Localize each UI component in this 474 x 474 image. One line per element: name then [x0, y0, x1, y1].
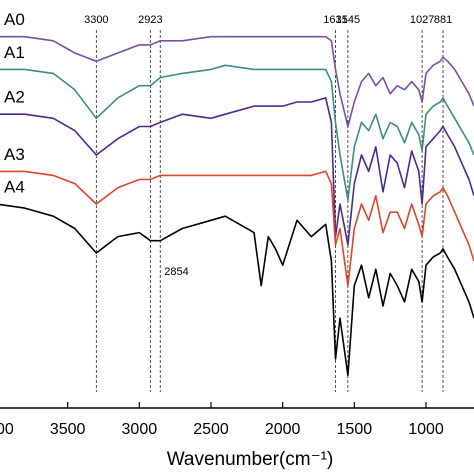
- spectrum-line: [0, 170, 474, 287]
- spectrum-line: [0, 64, 474, 201]
- x-axis-title: Wavenumber(cm⁻¹): [167, 449, 334, 470]
- series-label: A1: [4, 43, 25, 62]
- annotation-label: 1545: [336, 14, 360, 26]
- spectrum-line: [0, 97, 474, 246]
- annotation-label: 2923: [138, 14, 162, 26]
- x-tick-label: 1000: [408, 421, 444, 438]
- series-label: A2: [4, 88, 25, 107]
- x-tick-label: 3000: [122, 421, 158, 438]
- x-tick-label: 2500: [193, 421, 229, 438]
- annotation-label: 1027: [410, 14, 434, 26]
- annotation-label: 3300: [84, 14, 108, 26]
- annotation-label: 881: [434, 14, 452, 26]
- annotation-label: 2854: [164, 266, 188, 278]
- annotation-label: 1631: [323, 14, 347, 26]
- x-tick-label: 1500: [337, 421, 373, 438]
- x-tick-label: 2000: [265, 421, 301, 438]
- series-label: A3: [4, 145, 25, 164]
- x-tick-label: 4000: [0, 421, 14, 438]
- series-label: A0: [4, 10, 25, 29]
- series-label: A4: [4, 177, 25, 196]
- spectrum-line: [0, 203, 474, 377]
- spectrum-line: [0, 35, 474, 128]
- x-tick-label: 3500: [50, 421, 86, 438]
